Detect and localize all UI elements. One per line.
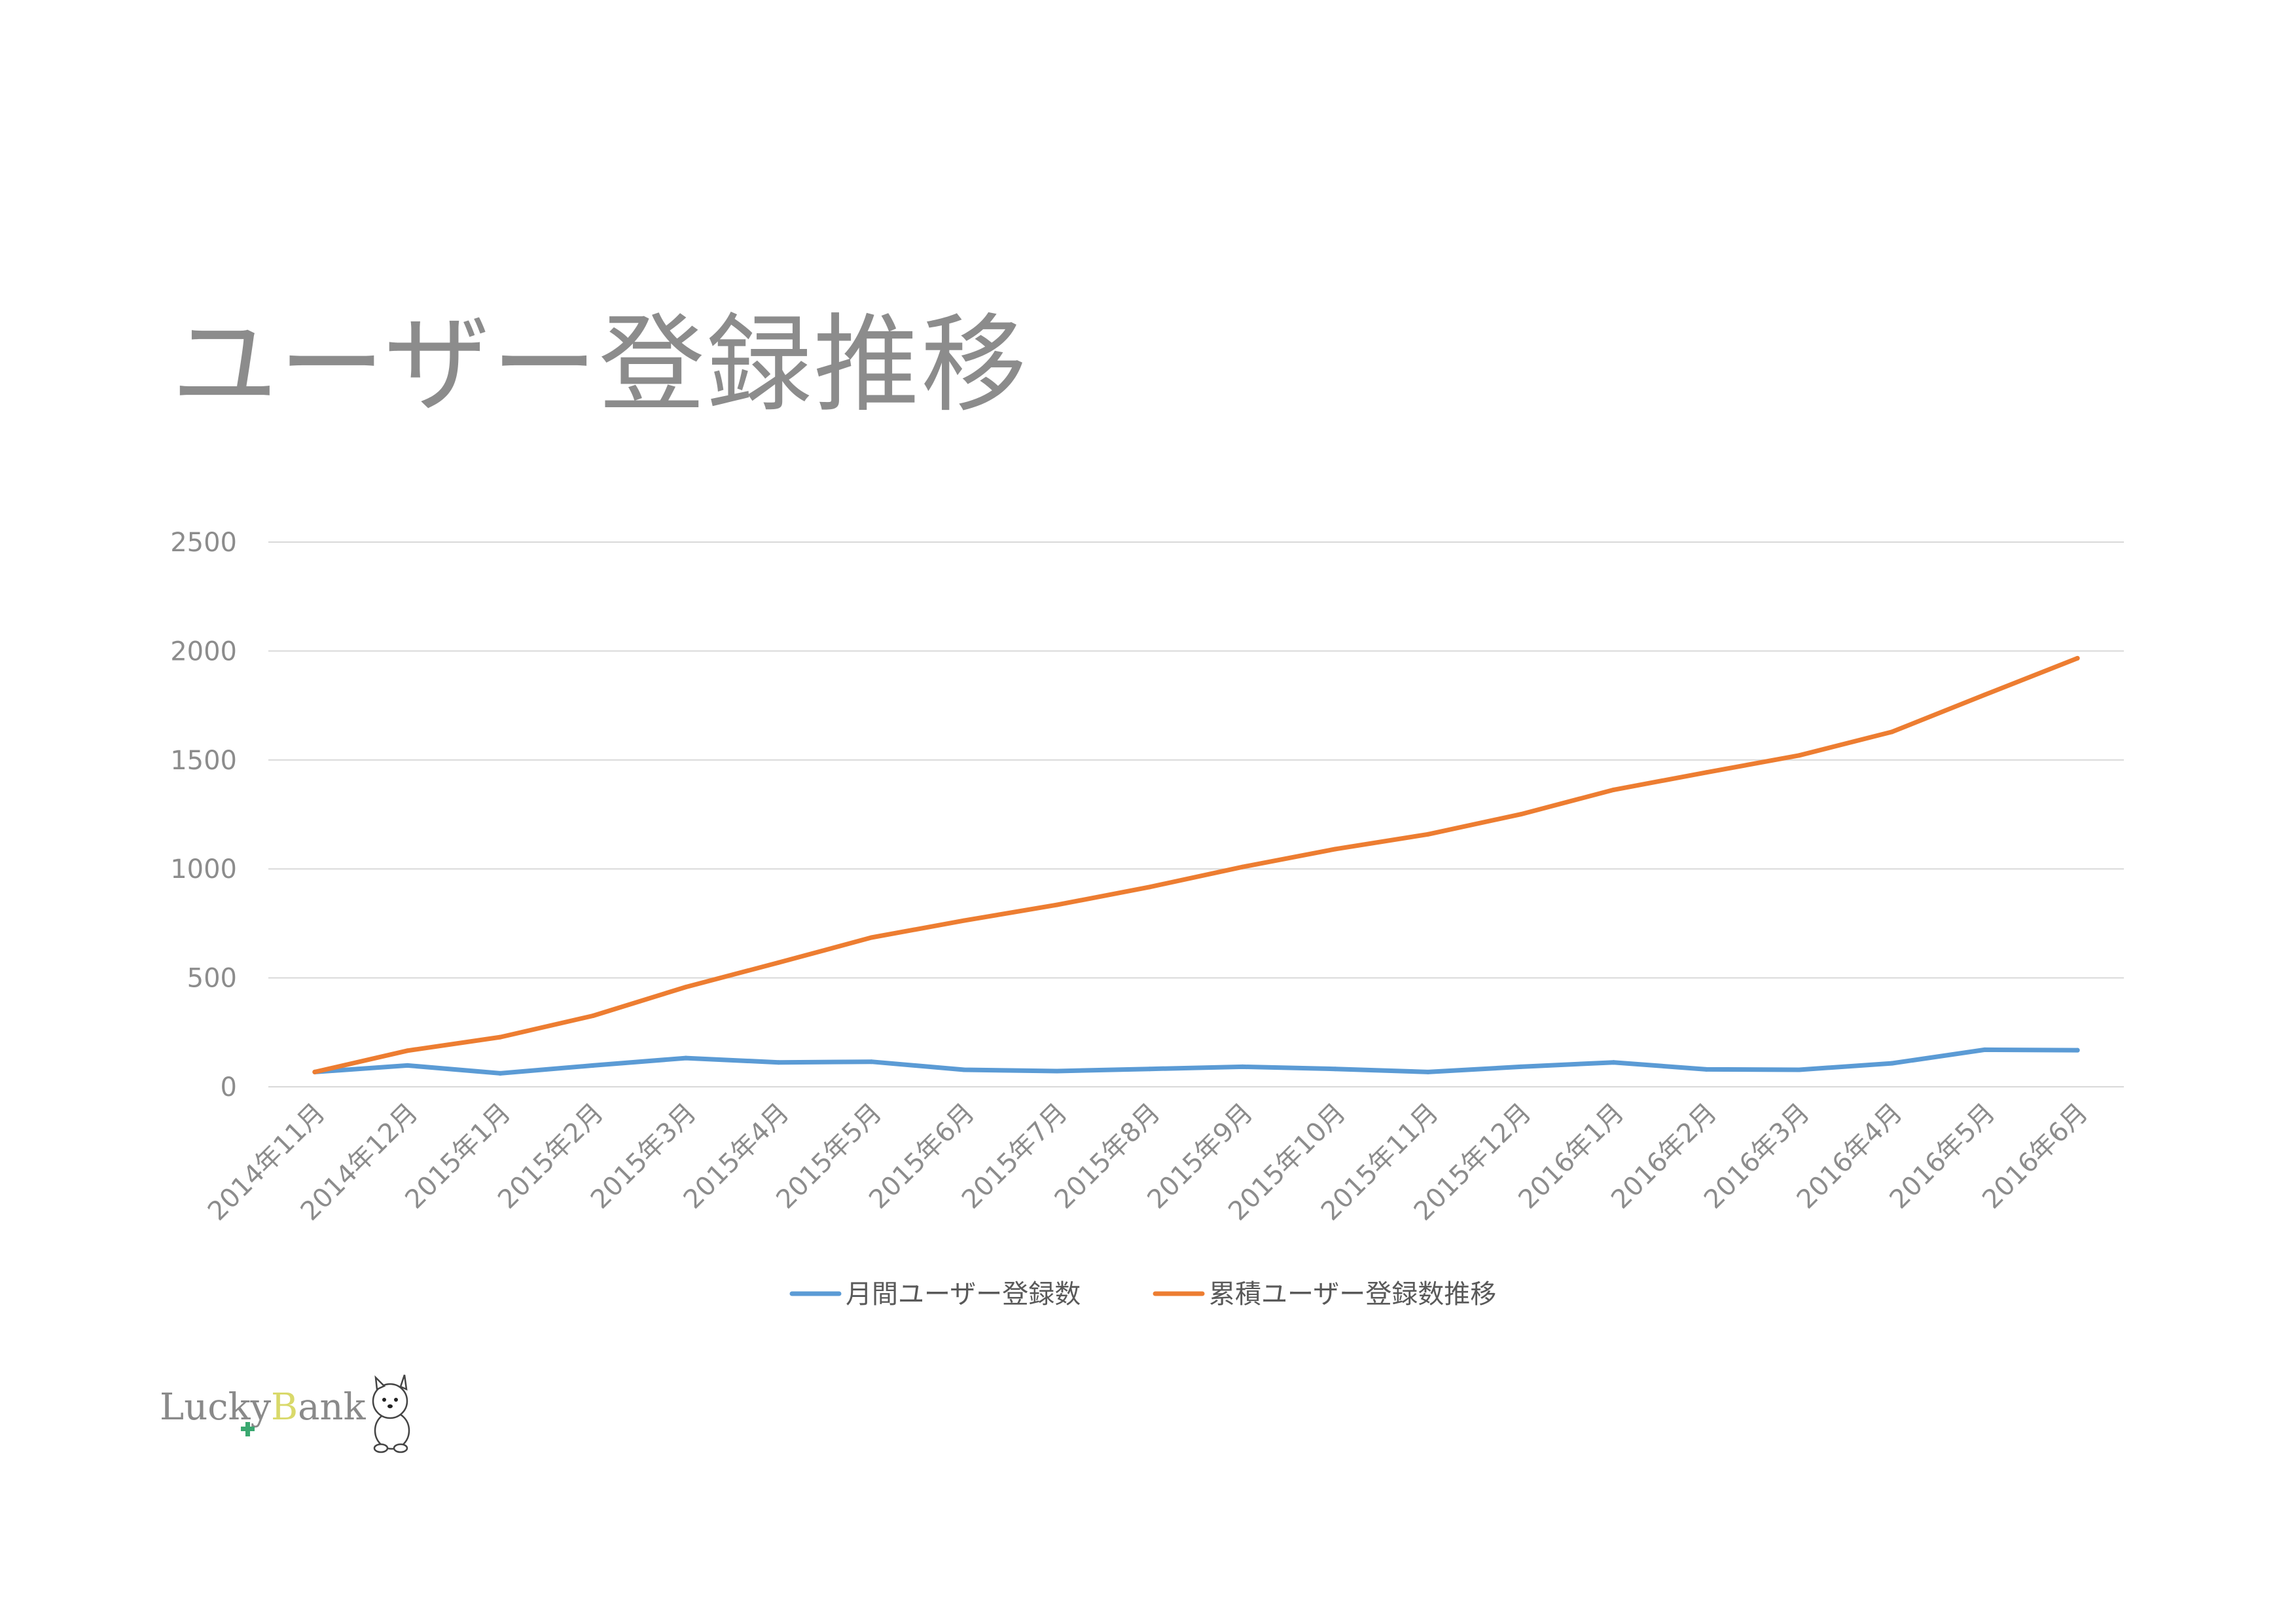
data-point <box>1982 692 1987 697</box>
gridlines <box>268 541 2124 1087</box>
y-tick-label: 500 <box>187 964 237 994</box>
logo-text-bank: Bank <box>271 1386 367 1429</box>
data-point <box>1797 753 1802 758</box>
data-point <box>683 985 689 990</box>
data-point <box>1704 770 1709 775</box>
data-point <box>1704 1067 1709 1072</box>
data-point <box>1890 729 1895 735</box>
y-tick-label: 2500 <box>170 528 237 558</box>
data-point <box>497 1070 503 1076</box>
data-point <box>1240 864 1245 869</box>
dog-icon <box>372 1374 410 1453</box>
page-title: ユーザー登録推移 <box>171 304 1028 427</box>
data-point <box>1054 902 1060 907</box>
data-point <box>1054 1068 1060 1074</box>
y-tick-label: 0 <box>221 1072 237 1103</box>
data-point <box>869 935 874 940</box>
y-tick-label: 2000 <box>170 636 237 666</box>
data-point <box>776 1060 781 1065</box>
data-point <box>1147 884 1153 890</box>
logo-text-lucky: Lucky <box>160 1386 272 1429</box>
legend-label: 累積ユーザー登録数推移 <box>1209 1279 1496 1309</box>
data-point <box>590 1063 596 1068</box>
data-point <box>312 1069 317 1074</box>
data-point <box>961 918 967 923</box>
series-line-1 <box>312 655 2080 1074</box>
series-lines <box>312 655 2080 1076</box>
x-axis-ticks: 2014年11月2014年12月2015年1月2015年2月2015年3月201… <box>202 1098 2094 1227</box>
data-point <box>2075 655 2080 661</box>
data-point <box>497 1034 503 1040</box>
data-point <box>1426 831 1431 837</box>
data-point <box>1333 1067 1338 1072</box>
data-point <box>776 960 781 965</box>
data-point <box>683 1055 689 1061</box>
data-point <box>1426 1069 1431 1074</box>
data-point <box>1147 1067 1153 1072</box>
data-point <box>869 1059 874 1065</box>
y-tick-label: 1500 <box>170 746 237 776</box>
data-point <box>1890 1061 1895 1066</box>
data-point <box>961 1067 967 1072</box>
data-point <box>1518 812 1524 817</box>
legend: 月間ユーザー登録数 累積ユーザー登録数推移 <box>789 1279 1496 1309</box>
data-point <box>1797 1067 1802 1072</box>
data-point <box>1518 1064 1524 1069</box>
data-point <box>1611 1060 1616 1065</box>
y-tick-label: 1000 <box>170 854 237 884</box>
data-point <box>590 1013 596 1019</box>
data-point <box>1240 1064 1245 1069</box>
data-point <box>405 1063 410 1068</box>
cross-icon <box>241 1422 255 1436</box>
legend-label: 月間ユーザー登録数 <box>846 1279 1081 1309</box>
y-axis-ticks: 0 500 1000 1500 2000 2500 <box>170 528 237 1103</box>
data-point <box>2075 1048 2080 1053</box>
data-point <box>1333 847 1338 852</box>
series-line-0 <box>312 1047 2080 1076</box>
data-point <box>1611 787 1616 792</box>
data-point <box>405 1048 410 1053</box>
lucky-bank-logo: Lucky Bank <box>160 1374 410 1453</box>
data-point <box>1982 1047 1987 1052</box>
dog-face <box>382 1398 398 1408</box>
